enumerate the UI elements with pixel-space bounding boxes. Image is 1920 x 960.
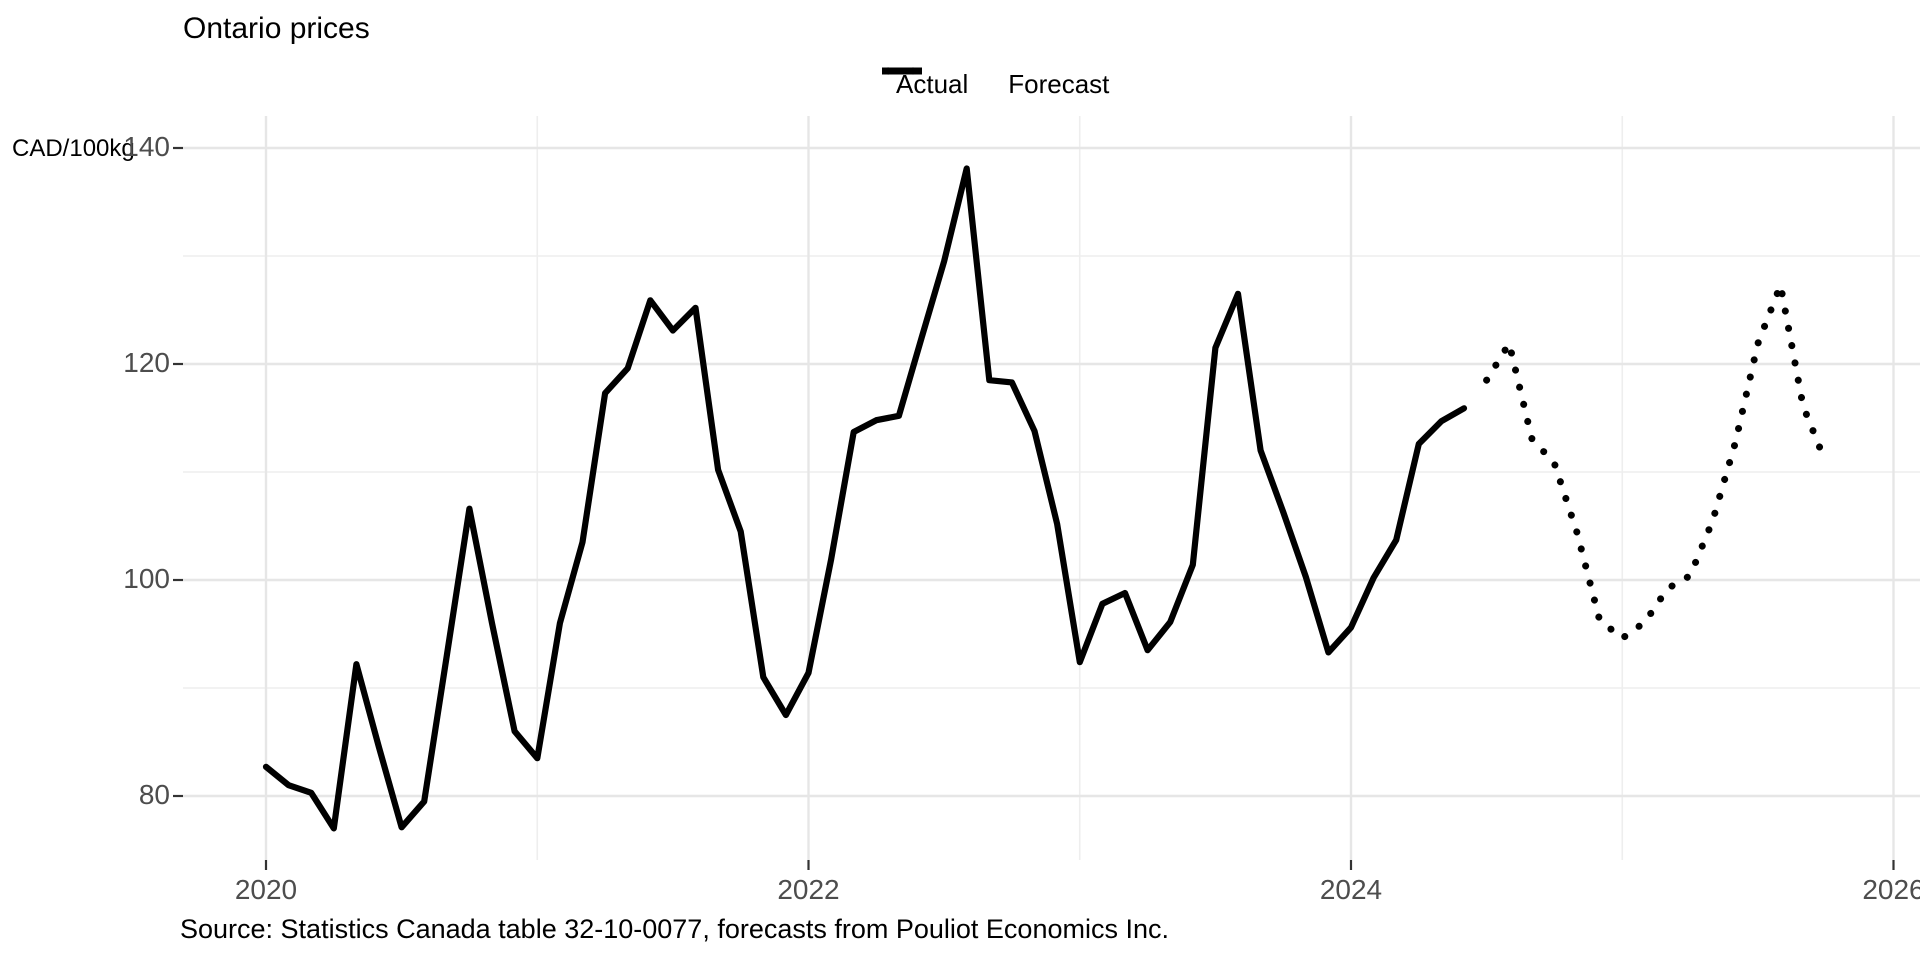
y-tick-label: 120 [123,347,170,378]
y-tick-label: 100 [123,563,170,594]
y-tick-label: 80 [138,779,170,810]
legend: Actual Forecast [880,66,1109,102]
y-axis-unit-label: CAD/100kg [12,135,135,162]
legend-label-forecast: Forecast [1008,68,1110,99]
x-tick-label: 2026 [1862,874,1920,905]
y-tick-label: 140 [123,131,170,162]
source-caption: Source: Statistics Canada table 32-10-00… [180,914,1169,944]
x-tick-label: 2022 [777,874,840,905]
series-line-forecast [1483,281,1830,642]
page-title: Ontario prices [183,12,370,45]
x-tick-label: 2020 [234,874,298,905]
x-tick-label: 2024 [1319,874,1383,905]
series-line-actual [262,165,1468,832]
